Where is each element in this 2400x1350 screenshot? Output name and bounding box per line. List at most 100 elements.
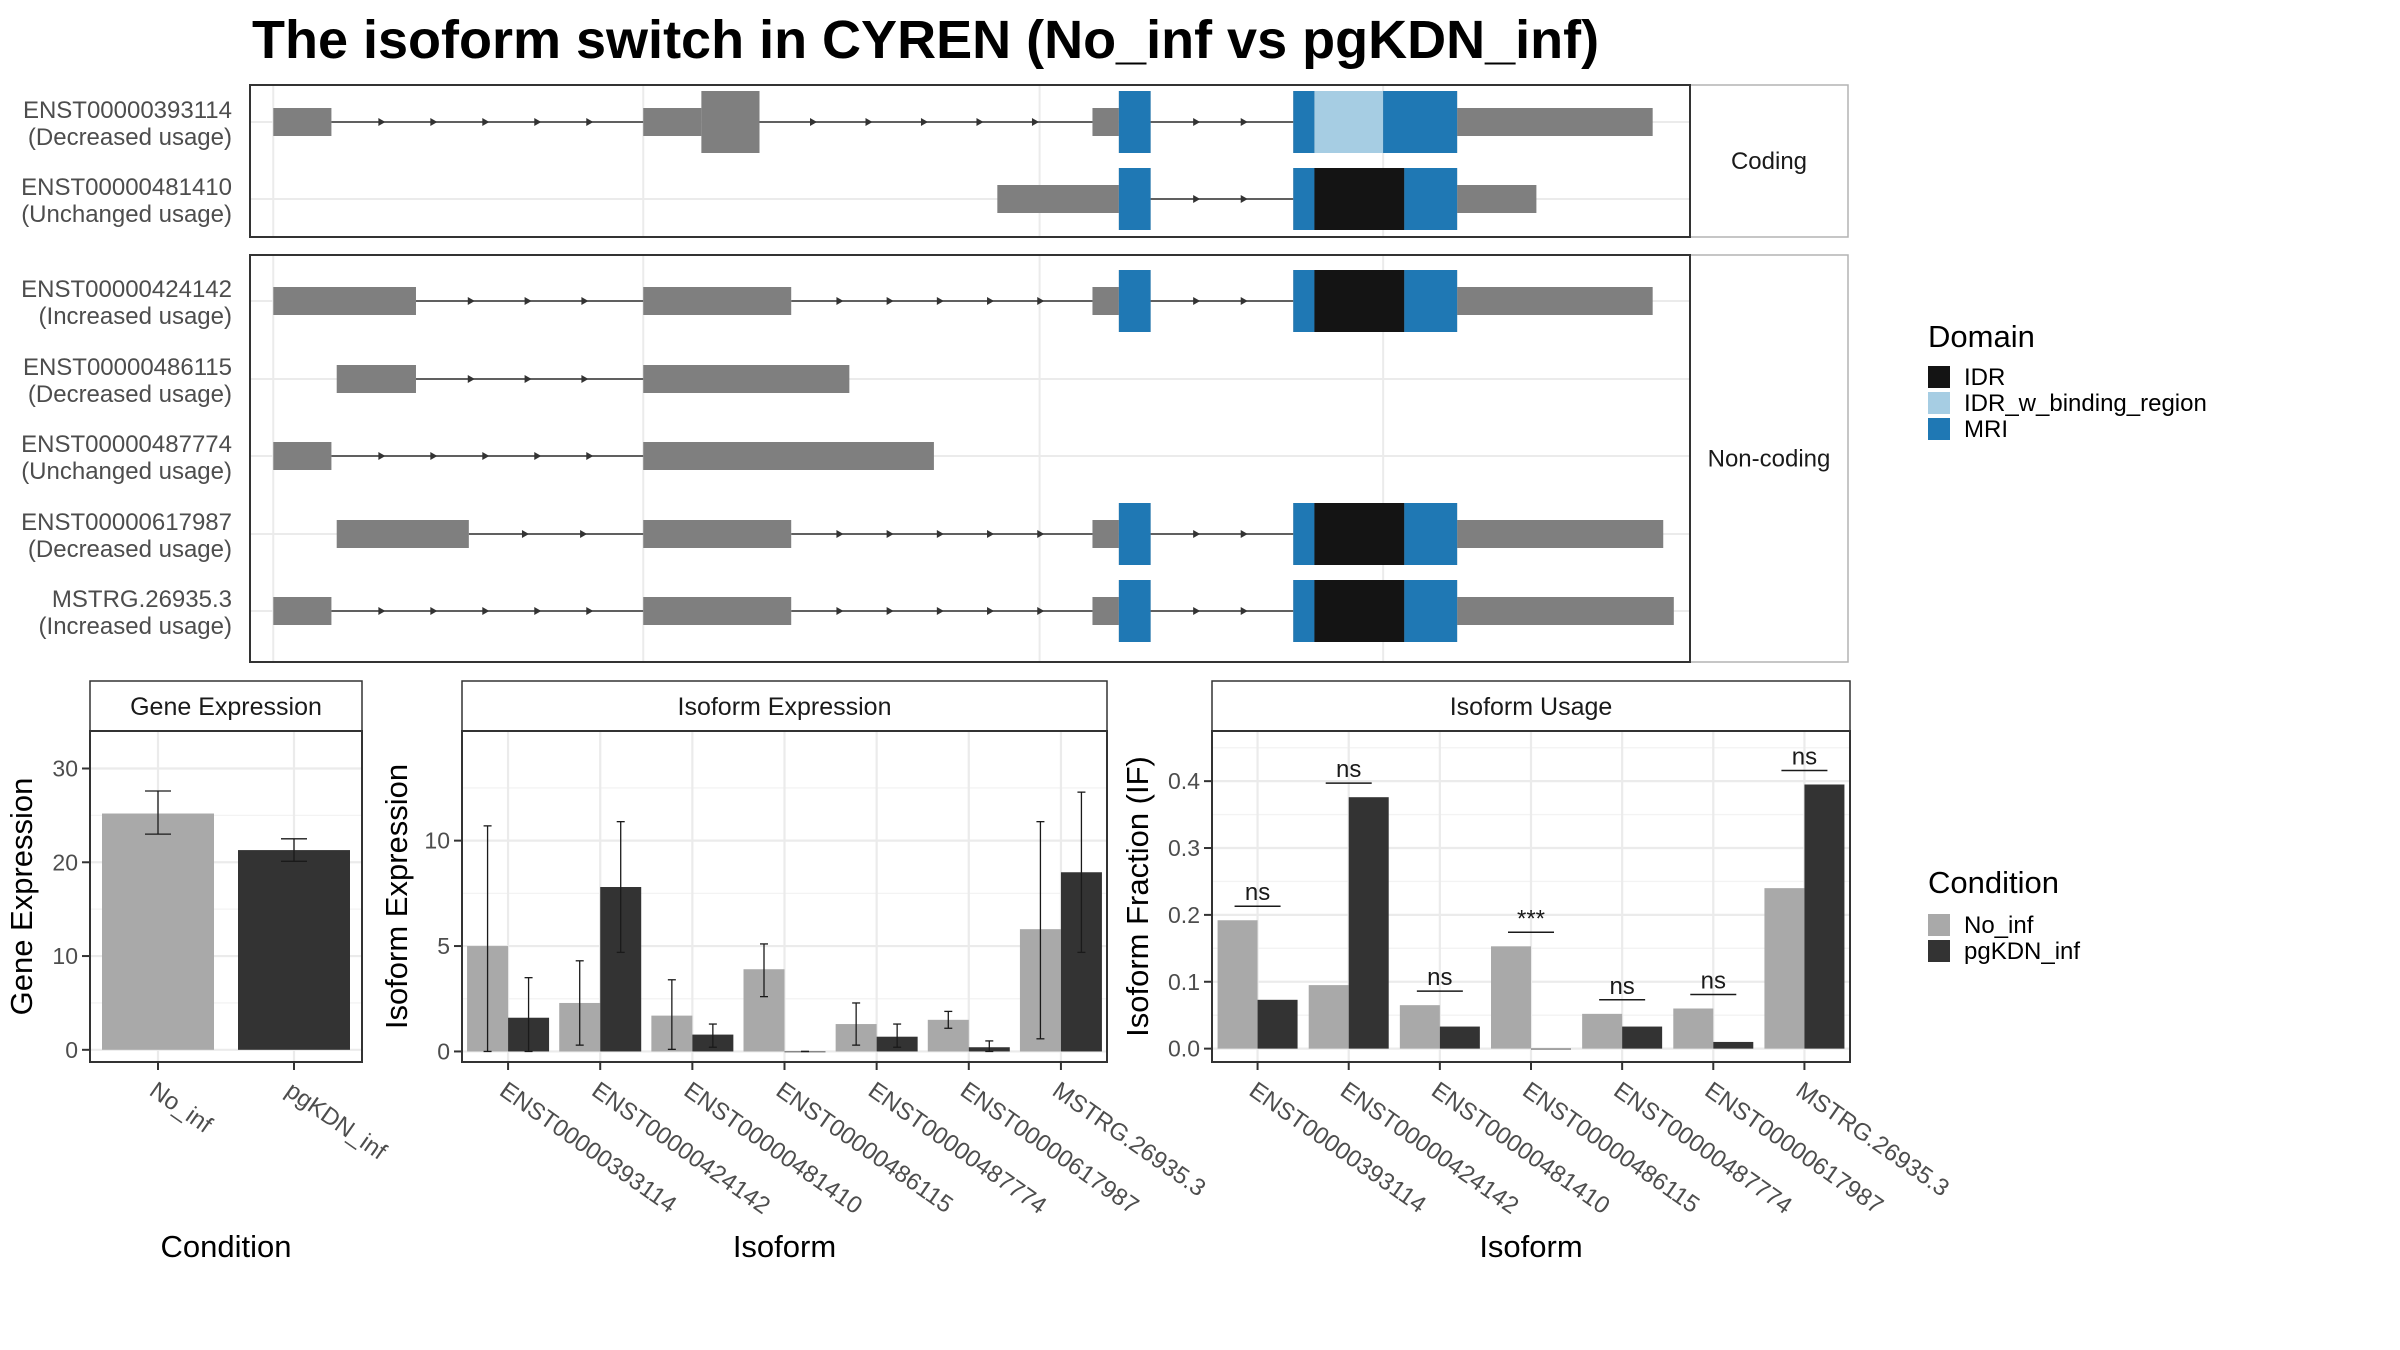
domain-MRI bbox=[1404, 168, 1458, 230]
y-tick-label: 0 bbox=[437, 1038, 450, 1064]
domain-MRI bbox=[1293, 503, 1315, 565]
domain-MRI bbox=[1118, 503, 1151, 565]
x-axis-label: Isoform bbox=[733, 1229, 836, 1264]
isoform-usage-label: (Decreased usage) bbox=[28, 124, 232, 151]
intron-arrow bbox=[378, 607, 386, 615]
intron-arrow bbox=[586, 607, 594, 615]
isoform-id-label: ENST00000487774 bbox=[21, 431, 232, 458]
y-axis-label: Gene Expression bbox=[4, 778, 39, 1016]
y-axis-label: Isoform Fraction (IF) bbox=[1120, 756, 1155, 1037]
domain-MRI bbox=[1293, 270, 1315, 332]
x-tick-label: MSTRG.26935.3 bbox=[1791, 1077, 1954, 1202]
domain-MRI bbox=[1118, 91, 1151, 153]
intron-arrow bbox=[1037, 607, 1045, 615]
intron-arrow bbox=[467, 375, 475, 383]
legend-title: Domain bbox=[1928, 319, 2035, 354]
y-tick-label: 0.3 bbox=[1168, 835, 1200, 861]
exon bbox=[1457, 520, 1664, 548]
domain-MRI bbox=[1118, 168, 1151, 230]
panel-title: Gene Expression bbox=[130, 693, 322, 721]
intron-arrow bbox=[1031, 118, 1039, 126]
intron-arrow bbox=[581, 375, 589, 383]
y-tick-label: 10 bbox=[52, 943, 78, 969]
intron-arrow bbox=[1193, 530, 1201, 538]
y-tick-label: 0.0 bbox=[1168, 1036, 1200, 1062]
intron-arrow bbox=[886, 297, 894, 305]
exon bbox=[1092, 287, 1119, 315]
significance-label: ns bbox=[1427, 964, 1452, 991]
x-tick-label: MSTRG.26935.3 bbox=[1047, 1077, 1210, 1202]
bar bbox=[102, 813, 214, 1050]
isoform-usage-label: (Decreased usage) bbox=[28, 536, 232, 563]
bar bbox=[1531, 1048, 1571, 1050]
facet-strip bbox=[1689, 84, 1849, 238]
legend-label: No_inf bbox=[1964, 912, 2034, 939]
exon bbox=[1092, 597, 1119, 625]
intron-arrow bbox=[886, 530, 894, 538]
panel-border bbox=[89, 730, 363, 1063]
bar bbox=[1439, 1026, 1480, 1049]
bar bbox=[1582, 1013, 1623, 1049]
intron-arrow bbox=[580, 530, 588, 538]
bar bbox=[1308, 985, 1349, 1049]
legend-label: MRI bbox=[1964, 416, 2008, 443]
intron-arrow bbox=[886, 607, 894, 615]
exon bbox=[336, 365, 416, 393]
domain-MRI bbox=[1404, 580, 1458, 642]
bar bbox=[1764, 888, 1805, 1049]
intron-arrow bbox=[524, 297, 532, 305]
bar bbox=[1713, 1041, 1754, 1049]
isoform-usage-label: (Increased usage) bbox=[39, 613, 232, 640]
legend-title: Condition bbox=[1928, 865, 2059, 900]
x-axis-label: Isoform bbox=[1479, 1229, 1582, 1264]
intron-arrow bbox=[865, 118, 873, 126]
exon bbox=[273, 442, 332, 470]
isoform-expression-panel: Isoform Expression0510ENST00000393114ENS… bbox=[379, 680, 1210, 1264]
isoform-id-label: ENST00000617987 bbox=[21, 509, 232, 536]
intron-arrow bbox=[1037, 530, 1045, 538]
intron-arrow bbox=[1193, 297, 1201, 305]
isoform-usage-label: (Increased usage) bbox=[39, 303, 232, 330]
intron-arrow bbox=[836, 530, 844, 538]
intron-arrow bbox=[586, 452, 594, 460]
isoform-id-label: ENST00000481410 bbox=[21, 174, 232, 201]
domain-MRI bbox=[1383, 91, 1458, 153]
domain-IDR_w_binding_region bbox=[1314, 91, 1384, 153]
intron-arrow bbox=[936, 297, 944, 305]
exon bbox=[1457, 287, 1653, 315]
intron-arrow bbox=[836, 607, 844, 615]
exon bbox=[643, 520, 792, 548]
intron-arrow bbox=[430, 607, 438, 615]
bar bbox=[1622, 1026, 1663, 1049]
bar bbox=[1348, 797, 1389, 1049]
figure-title: The isoform switch in CYREN (No_inf vs p… bbox=[252, 10, 1599, 70]
structure-plot-bg bbox=[250, 85, 1690, 237]
domain-IDR bbox=[1314, 270, 1405, 332]
exon bbox=[273, 597, 332, 625]
y-tick-label: 10 bbox=[424, 828, 450, 854]
legend-label: IDR bbox=[1964, 364, 2005, 391]
isoform-id-label: MSTRG.26935.3 bbox=[52, 586, 232, 613]
domain-MRI bbox=[1404, 503, 1458, 565]
exon bbox=[273, 108, 332, 136]
intron-arrow bbox=[987, 530, 995, 538]
intron-arrow bbox=[976, 118, 984, 126]
domain-MRI bbox=[1118, 270, 1151, 332]
intron-arrow bbox=[1193, 195, 1201, 203]
domain-IDR bbox=[1314, 168, 1405, 230]
exon bbox=[643, 597, 792, 625]
intron-arrow bbox=[1193, 118, 1201, 126]
legend-label: IDR_w_binding_region bbox=[1964, 390, 2207, 417]
domain-MRI bbox=[1404, 270, 1458, 332]
intron-arrow bbox=[482, 607, 490, 615]
panel-title: Isoform Expression bbox=[678, 693, 892, 721]
facet-strip bbox=[1689, 254, 1849, 663]
bar bbox=[1257, 999, 1298, 1049]
exon bbox=[1092, 108, 1119, 136]
y-tick-label: 5 bbox=[437, 933, 450, 959]
intron-arrow bbox=[581, 297, 589, 305]
y-axis-label: Isoform Expression bbox=[379, 764, 414, 1029]
facet-strip-label: Non-coding bbox=[1708, 446, 1831, 473]
